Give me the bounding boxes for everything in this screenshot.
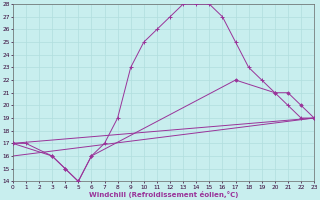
X-axis label: Windchill (Refroidissement éolien,°C): Windchill (Refroidissement éolien,°C) (89, 191, 238, 198)
